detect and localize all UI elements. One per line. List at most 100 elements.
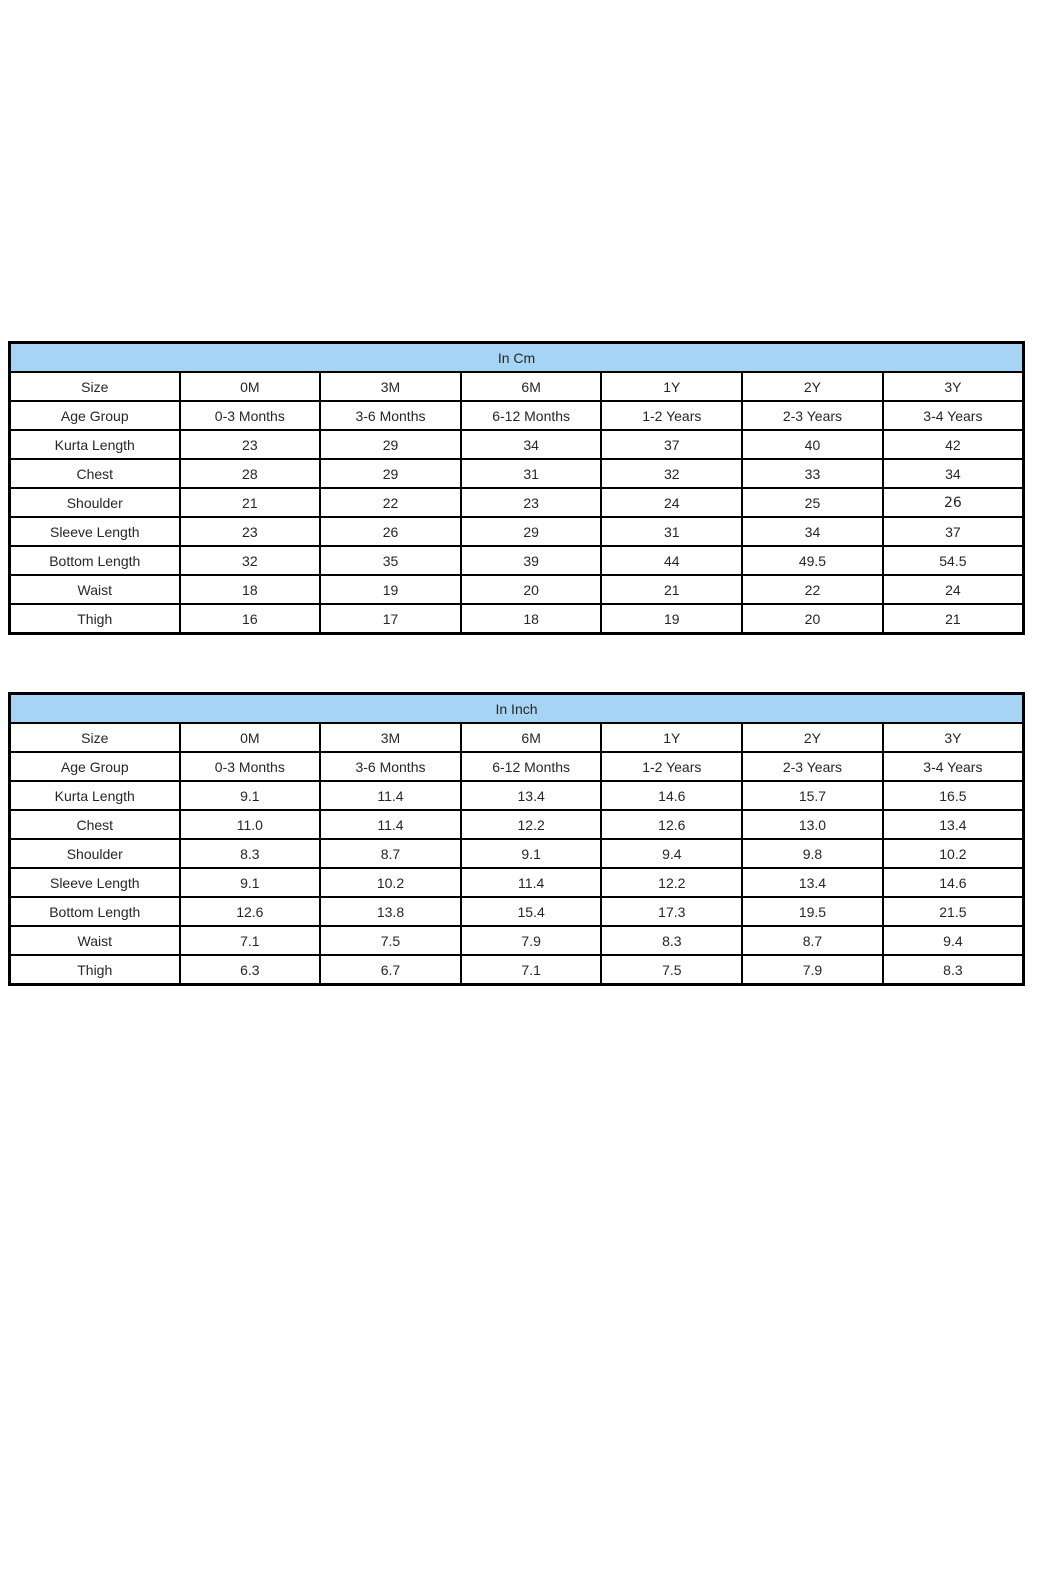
value-cell-cm-kurta-length-4: 40 [741,429,884,460]
value-cell-cm-kurta-length-3: 37 [600,429,744,460]
age-row-cell-cm-5: 3-4 Years [881,400,1025,431]
value-cell-cm-sleeve-length-2: 29 [459,516,603,547]
value-cell-inch-waist-4: 8.7 [741,925,884,956]
value-cell-inch-bottom-length-2: 15.4 [459,896,603,927]
size-row-cell-inch-1: 3M [319,722,462,753]
value-cell-inch-thigh-1: 6.7 [319,954,462,986]
value-cell-cm-bottom-length-1: 35 [319,545,462,576]
row-label-inch-kurta-length: Kurta Length [8,780,181,811]
value-cell-inch-shoulder-3: 9.4 [600,838,744,869]
value-cell-cm-chest-5: 34 [881,458,1025,489]
size-grid-inch: In Inch Size 0M 3M 6M 1Y 2Y 3Y Age Group 0-3 Mont… [8,692,1025,986]
age-row-cell-inch-5: 3-4 Years [881,751,1025,782]
value-cell-cm-thigh-0: 16 [178,603,322,635]
value-cell-cm-kurta-length-2: 34 [459,429,603,460]
age-row-cell-cm-3: 1-2 Years [600,400,744,431]
value-cell-cm-waist-0: 18 [178,574,322,605]
size-row-cell-cm-4: 2Y [741,371,884,402]
value-cell-inch-chest-1: 11.4 [319,809,462,840]
value-cell-inch-shoulder-1: 8.7 [319,838,462,869]
value-cell-inch-kurta-length-4: 15.7 [741,780,884,811]
value-cell-inch-waist-0: 7.1 [178,925,322,956]
row-label-inch-thigh: Thigh [8,954,181,986]
row-label-inch-sleeve-length: Sleeve Length [8,867,181,898]
table-title-inch: In Inch [8,692,1025,724]
row-label-cm-shoulder: Shoulder [8,487,181,518]
size-row-cell-inch-5: 3Y [881,722,1025,753]
value-cell-cm-thigh-1: 17 [319,603,462,635]
age-row-cell-cm-2: 6-12 Months [459,400,603,431]
value-cell-inch-waist-3: 8.3 [600,925,744,956]
value-cell-cm-chest-1: 29 [319,458,462,489]
value-cell-cm-waist-4: 22 [741,574,884,605]
value-cell-inch-chest-0: 11.0 [178,809,322,840]
row-label-cm-sleeve-length: Sleeve Length [8,516,181,547]
value-cell-cm-bottom-length-2: 39 [459,545,603,576]
value-cell-inch-sleeve-length-0: 9.1 [178,867,322,898]
value-cell-cm-bottom-length-4: 49.5 [741,545,884,576]
value-cell-inch-kurta-length-3: 14.6 [600,780,744,811]
value-cell-inch-chest-5: 13.4 [881,809,1025,840]
value-cell-cm-sleeve-length-3: 31 [600,516,744,547]
value-cell-inch-sleeve-length-1: 10.2 [319,867,462,898]
age-row-cell-cm-0: 0-3 Months [178,400,322,431]
value-cell-cm-thigh-4: 20 [741,603,884,635]
value-cell-cm-shoulder-1: 22 [319,487,462,518]
value-cell-cm-chest-4: 33 [741,458,884,489]
value-cell-inch-sleeve-length-2: 11.4 [459,867,603,898]
value-cell-cm-kurta-length-5: 42 [881,429,1025,460]
value-cell-inch-waist-2: 7.9 [459,925,603,956]
value-cell-inch-sleeve-length-4: 13.4 [741,867,884,898]
value-cell-inch-bottom-length-3: 17.3 [600,896,744,927]
value-cell-inch-chest-2: 12.2 [459,809,603,840]
size-row-cell-inch-2: 6M [459,722,603,753]
size-row-label-inch: Size [8,722,181,753]
row-label-cm-bottom-length: Bottom Length [8,545,181,576]
value-cell-inch-thigh-5: 8.3 [881,954,1025,986]
value-cell-inch-chest-3: 12.6 [600,809,744,840]
value-cell-inch-bottom-length-1: 13.8 [319,896,462,927]
value-cell-cm-sleeve-length-0: 23 [178,516,322,547]
value-cell-inch-shoulder-4: 9.8 [741,838,884,869]
row-label-inch-shoulder: Shoulder [8,838,181,869]
age-row-label-inch: Age Group [8,751,181,782]
size-row-cell-cm-3: 1Y [600,371,744,402]
age-row-cell-inch-0: 0-3 Months [178,751,322,782]
age-row-cell-inch-1: 3-6 Months [319,751,462,782]
value-cell-inch-shoulder-0: 8.3 [178,838,322,869]
size-row-cell-inch-3: 1Y [600,722,744,753]
value-cell-inch-kurta-length-1: 11.4 [319,780,462,811]
value-cell-inch-waist-5: 9.4 [881,925,1025,956]
value-cell-inch-shoulder-5: 10.2 [881,838,1025,869]
value-cell-inch-kurta-length-2: 13.4 [459,780,603,811]
value-cell-cm-waist-2: 20 [459,574,603,605]
value-cell-inch-bottom-length-4: 19.5 [741,896,884,927]
value-cell-cm-shoulder-5: 26 [881,487,1025,518]
row-label-cm-kurta-length: Kurta Length [8,429,181,460]
size-row-cell-inch-4: 2Y [741,722,884,753]
size-row-label-cm: Size [8,371,181,402]
size-row-cell-cm-2: 6M [459,371,603,402]
value-cell-cm-chest-3: 32 [600,458,744,489]
value-cell-cm-sleeve-length-4: 34 [741,516,884,547]
table-title-cm: In Cm [8,341,1025,373]
size-table-cm: In Cm Size 0M 3M 6M 1Y 2Y 3Y Age Group 0-3 Months… [8,341,1025,635]
age-row-label-cm: Age Group [8,400,181,431]
age-row-cell-inch-4: 2-3 Years [741,751,884,782]
value-cell-cm-chest-0: 28 [178,458,322,489]
value-cell-inch-thigh-0: 6.3 [178,954,322,986]
size-row-cell-cm-1: 3M [319,371,462,402]
row-label-cm-thigh: Thigh [8,603,181,635]
value-cell-cm-shoulder-4: 25 [741,487,884,518]
size-row-cell-cm-0: 0M [178,371,322,402]
age-row-cell-inch-3: 1-2 Years [600,751,744,782]
value-cell-cm-sleeve-length-5: 37 [881,516,1025,547]
row-label-inch-chest: Chest [8,809,181,840]
value-cell-cm-sleeve-length-1: 26 [319,516,462,547]
size-table-inch: In Inch Size 0M 3M 6M 1Y 2Y 3Y Age Group 0-3 Mont… [8,692,1025,986]
value-cell-cm-kurta-length-0: 23 [178,429,322,460]
value-cell-inch-bottom-length-5: 21.5 [881,896,1025,927]
value-cell-inch-thigh-3: 7.5 [600,954,744,986]
value-cell-inch-shoulder-2: 9.1 [459,838,603,869]
